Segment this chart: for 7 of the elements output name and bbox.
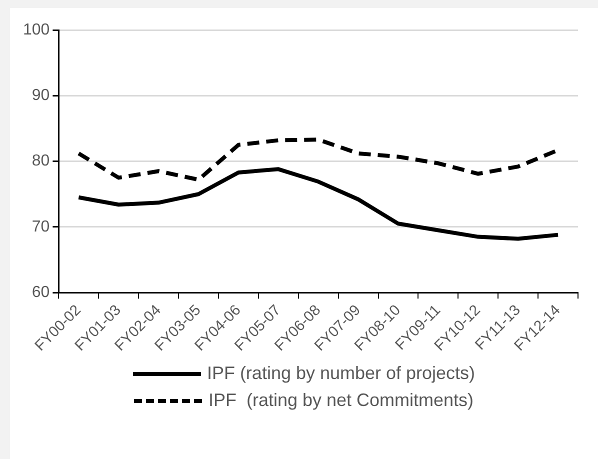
legend-label: IPF (rating by net Commitments): [208, 390, 474, 411]
legend-label: IPF (rating by number of projects): [206, 363, 476, 384]
y-tick-label: 70: [32, 218, 50, 236]
y-tick-label: 60: [32, 284, 50, 301]
y-tick-label: 80: [32, 152, 50, 170]
y-tick-label: 100: [22, 21, 50, 38]
y-tick-label: 90: [32, 87, 50, 104]
